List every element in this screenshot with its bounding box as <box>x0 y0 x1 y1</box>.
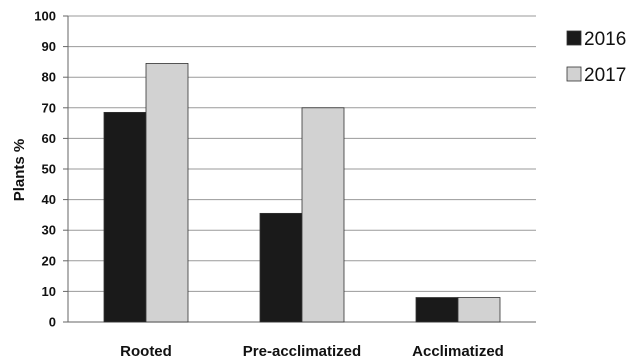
legend-swatch-2017 <box>566 66 582 82</box>
y-tick-label: 60 <box>42 131 56 146</box>
bar-2016-pre-acclimatized <box>259 212 303 323</box>
bar-2017-acclimatized <box>457 297 501 323</box>
y-tick-label: 80 <box>42 70 56 85</box>
bar-2017-pre-acclimatized <box>301 107 345 323</box>
y-tick-label: 10 <box>42 284 56 299</box>
bar-2016-acclimatized <box>415 297 459 323</box>
x-category-label: Acclimatized <box>412 343 504 358</box>
y-tick-label: 20 <box>42 253 56 268</box>
x-category-label: Rooted <box>120 343 172 358</box>
y-tick-label: 0 <box>49 315 56 330</box>
legend-swatch-2016 <box>566 30 582 46</box>
bar-2016-rooted <box>103 111 147 323</box>
legend-label-2016: 2016 <box>584 29 626 50</box>
x-axis-categories: Rooted Pre-acclimatized Acclimatized <box>120 343 504 358</box>
bars <box>103 63 501 323</box>
y-tick-label: 70 <box>42 100 56 115</box>
y-tick-label: 40 <box>42 192 56 207</box>
y-tick-label: 50 <box>42 162 56 177</box>
x-category-label: Pre-acclimatized <box>243 343 361 358</box>
y-axis-ticks: 0 10 20 30 40 50 60 70 80 90 100 <box>34 9 68 330</box>
legend-label-2017: 2017 <box>584 65 626 86</box>
y-tick-label: 100 <box>34 9 56 24</box>
y-axis-label: Plants % <box>11 139 28 202</box>
y-tick-label: 90 <box>42 39 56 54</box>
legend: 2016 2017 <box>566 29 626 86</box>
y-tick-label: 30 <box>42 223 56 238</box>
bar-2017-rooted <box>145 63 189 323</box>
